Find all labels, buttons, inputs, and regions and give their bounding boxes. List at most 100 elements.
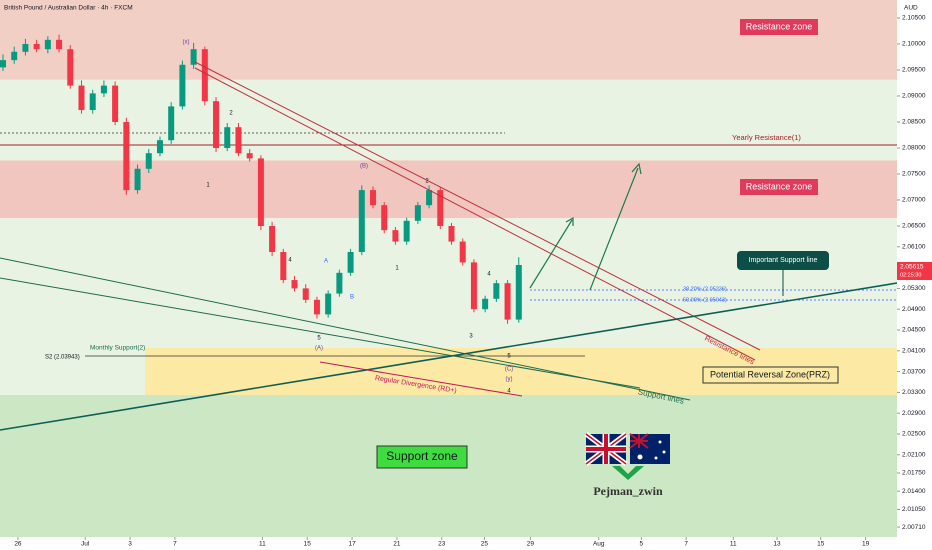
candle-body: [302, 288, 309, 300]
candle-body: [257, 158, 264, 226]
annotation: Important Support line: [749, 257, 818, 264]
candle-body: [313, 299, 320, 315]
candle-body: [56, 39, 63, 50]
candle-body: [100, 85, 107, 94]
x-tick-label: 13: [773, 541, 781, 548]
x-tick-label: 11: [259, 541, 266, 548]
label-box: [702, 366, 839, 384]
candle-body: [448, 225, 455, 242]
x-tick-label: 11: [730, 541, 737, 548]
x-tick-label: Jul: [81, 541, 90, 548]
y-tick-label: 2.09000: [902, 93, 926, 100]
y-tick-label: 2.08000: [902, 145, 926, 152]
x-tick-label: 29: [527, 541, 535, 548]
logo-mark: [612, 466, 644, 480]
x-tick-label: 7: [173, 541, 177, 548]
candle-body: [134, 168, 141, 191]
au-flag: [629, 433, 649, 449]
candle-body: [482, 298, 489, 310]
y-tick-label: 2.00710: [902, 524, 926, 531]
y-tick-label: 2.06500: [902, 223, 926, 230]
x-tick-label: 25: [481, 541, 489, 548]
y-tick-label: 2.01400: [902, 488, 926, 495]
y-tick-label: 2.04100: [902, 348, 926, 355]
candle-body: [179, 64, 186, 107]
candle-body: [325, 293, 332, 315]
wave-labels: (x) (y) 2 1 4 A B 5 (A) (B) (C) 2 1 4 3 5 4: [183, 40, 514, 395]
wave-label: 1: [206, 183, 210, 189]
y-tick-label: 2.10000: [902, 41, 926, 48]
y-tick-label: 2.10500: [902, 15, 926, 22]
candle-body: [156, 140, 163, 154]
annotation: 50.00% (2.05043): [683, 297, 727, 303]
candle-body: [426, 190, 433, 206]
y-tick-label: 2.06100: [902, 244, 926, 251]
y-tick-label: 2.07000: [902, 197, 926, 204]
x-tick-label: 23: [438, 541, 446, 548]
y-tick-label: 2.04900: [902, 306, 926, 313]
wave-label: (x): [183, 40, 190, 46]
zone: [0, 79, 897, 161]
x-tick-label: Aug: [593, 541, 605, 548]
candle-body: [201, 49, 208, 102]
x-tick-label: 3: [128, 541, 132, 548]
wave-label: (B): [360, 164, 368, 170]
zone-label: Resistance zone: [746, 21, 813, 31]
x-tick-label: 17: [348, 541, 356, 548]
zone-label: Resistance zone: [746, 181, 813, 191]
annotation: 38.20% (2.05236): [683, 286, 727, 292]
support-line: [0, 277, 641, 389]
y-tick-label: 2.02500: [902, 431, 926, 438]
y-tick-label: 2.03700: [902, 368, 926, 375]
y-tick-label: 2.05300: [902, 285, 926, 292]
y-tick-label: 2.04500: [902, 327, 926, 334]
y-tick-label: 2.02900: [902, 410, 926, 417]
wave-label: A: [324, 259, 328, 265]
candle-body: [89, 93, 96, 111]
candle-body: [44, 39, 51, 50]
wave-label: 5: [507, 354, 511, 360]
y-tick-label: 2.03300: [902, 389, 926, 396]
candle-body: [515, 264, 522, 320]
y-tick-label: 2.01750: [902, 470, 926, 477]
wave-label: (C): [505, 367, 513, 373]
candle-body: [22, 43, 29, 52]
chart-title: British Pound / Australian Dollar · 4h ·…: [4, 5, 133, 12]
wave-label: 4: [507, 389, 511, 395]
zone-label: Support zone: [386, 449, 458, 463]
candle-body: [358, 190, 365, 252]
candle-body: [504, 283, 511, 320]
arrow: [529, 162, 642, 291]
label-box: [737, 251, 829, 270]
wave-label: 4: [288, 258, 292, 264]
resistance-line: [194, 67, 756, 361]
label-box: [740, 179, 818, 195]
candle-body: [168, 106, 175, 141]
candle-body: [291, 280, 298, 289]
candle-body: [381, 205, 388, 231]
candle-body: [459, 241, 466, 263]
candle-body: [123, 121, 130, 191]
candle-body: [145, 153, 152, 169]
candle-body: [347, 251, 354, 273]
wave-label: (y): [506, 377, 513, 383]
candle-body: [392, 230, 399, 242]
price-tag: [897, 262, 932, 280]
y-tick-label: 2.07500: [902, 171, 926, 178]
au-flag: [662, 450, 666, 454]
candle-body: [470, 262, 477, 310]
wave-label: 1: [395, 266, 399, 272]
candle-body: [0, 60, 6, 68]
au-flag: [654, 456, 658, 460]
author: Pejman_zwin: [593, 484, 663, 498]
x-tick-label: 19: [862, 541, 870, 548]
countdown: 02:25:30: [900, 272, 921, 278]
axes: 2.10500 2.10000 2.09500 2.09000 2.08500 2.080…: [14, 15, 926, 548]
y-tick-label: 2.02100: [902, 452, 926, 459]
candle-body: [112, 85, 119, 122]
wave-label: (A): [315, 346, 323, 352]
au-flag: [637, 454, 643, 460]
candle-body: [246, 153, 253, 159]
uk-flag: [586, 434, 626, 464]
